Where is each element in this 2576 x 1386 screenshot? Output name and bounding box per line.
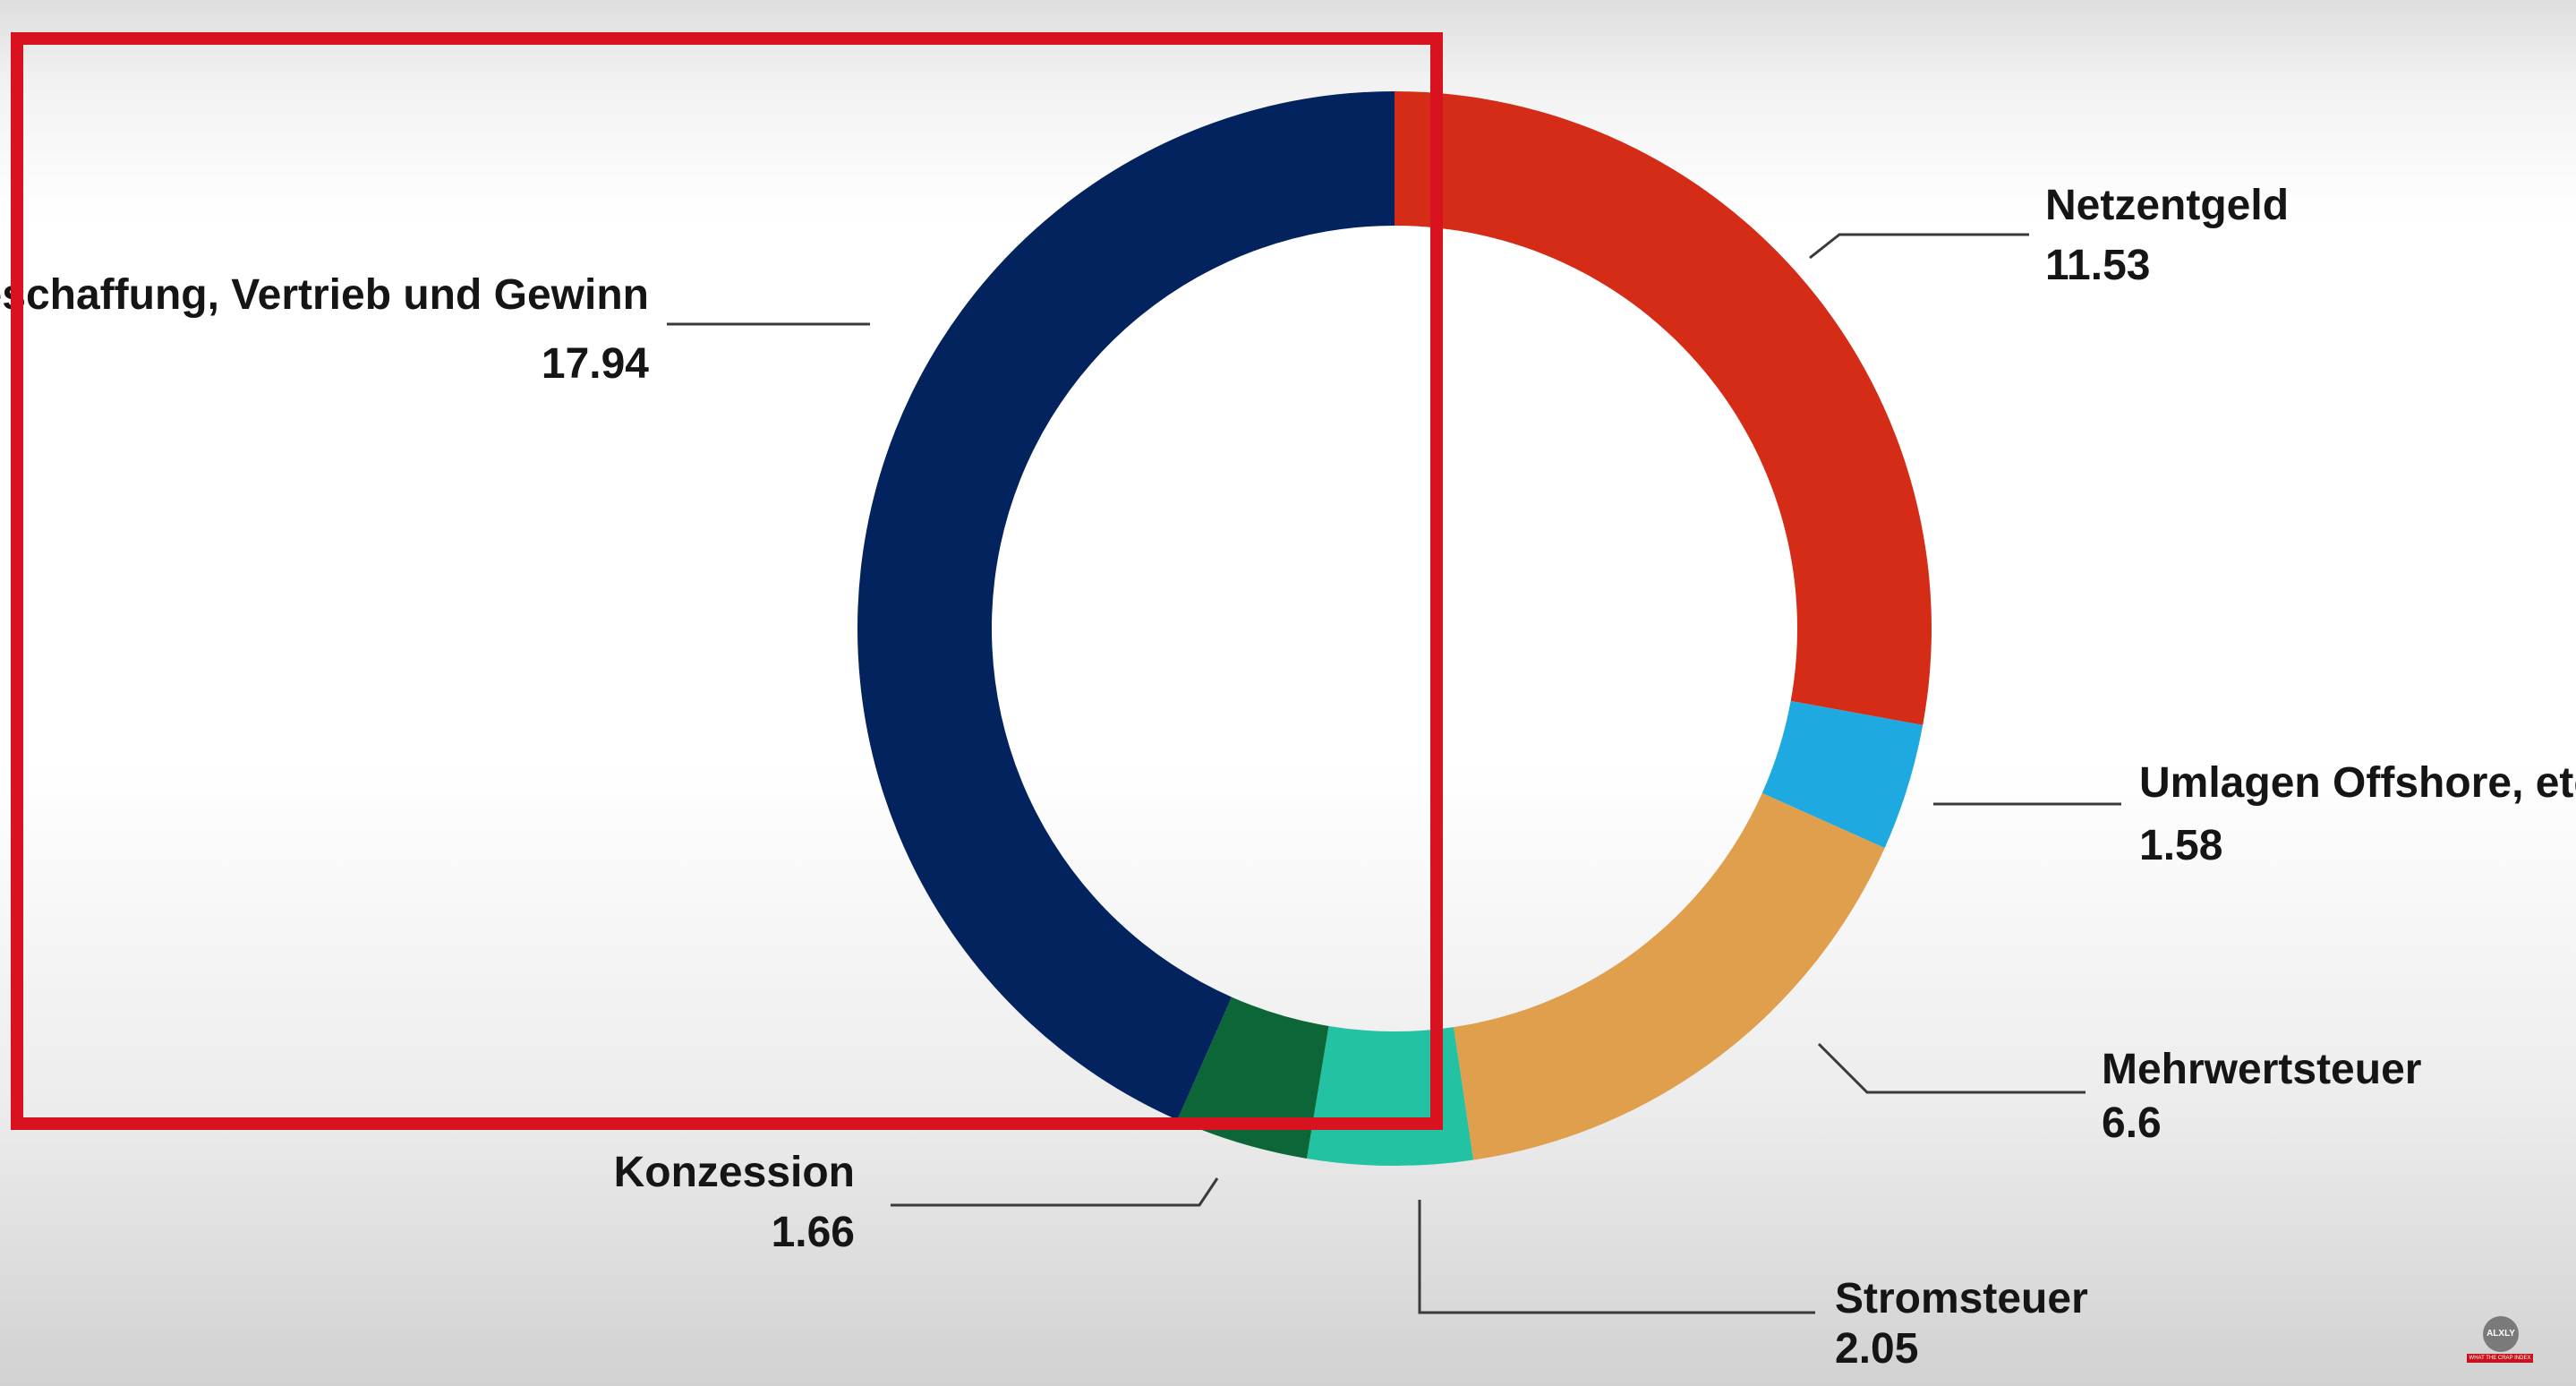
leader-line-netzentgeld <box>1809 233 2029 260</box>
donut-slice-netzentgeld <box>1395 91 1932 725</box>
value-netzentgeld: 11.53 <box>2045 242 2150 289</box>
channel-logo: ALXLY WHAT THE CRAP INDEX <box>2467 1316 2533 1373</box>
value-beschaffung: 17.94 <box>542 340 649 388</box>
value-stromsteuer: 2.05 <box>1835 1325 1918 1373</box>
value-mehrwertsteuer: 6.6 <box>2102 1099 2162 1147</box>
label-konzession: Konzession <box>614 1149 855 1196</box>
leader-line-stromsteuer <box>1418 1200 1815 1314</box>
label-mehrwertsteuer: Mehrwertsteuer <box>2102 1046 2421 1093</box>
logo-tagline: WHAT THE CRAP INDEX <box>2467 1354 2533 1363</box>
donut-slice-umlagen-offshore-etc <box>1761 700 1923 849</box>
leader-line-mehrwertsteuer <box>1817 1042 2086 1094</box>
label-stromsteuer: Stromsteuer <box>1835 1275 2088 1322</box>
leader-line-konzession <box>891 1177 1219 1207</box>
value-umlagen: 1.58 <box>2139 822 2222 869</box>
label-umlagen: Umlagen Offshore, etc <box>2139 759 2576 807</box>
logo-mark: ALXLY <box>2483 1316 2519 1352</box>
label-netzentgeld: Netzentgeld <box>2045 182 2289 229</box>
donut-slice-beschaffung-vertrieb-und-gewinn <box>857 90 1395 1120</box>
donut-slice-mehrwertsteuer <box>1454 792 1885 1160</box>
donut-slice-stromsteuer <box>1307 1025 1474 1166</box>
value-konzession: 1.66 <box>772 1209 855 1256</box>
donut-slices <box>857 90 1932 1166</box>
label-beschaffung: Beschaffung, Vertrieb und Gewinn <box>0 271 649 319</box>
